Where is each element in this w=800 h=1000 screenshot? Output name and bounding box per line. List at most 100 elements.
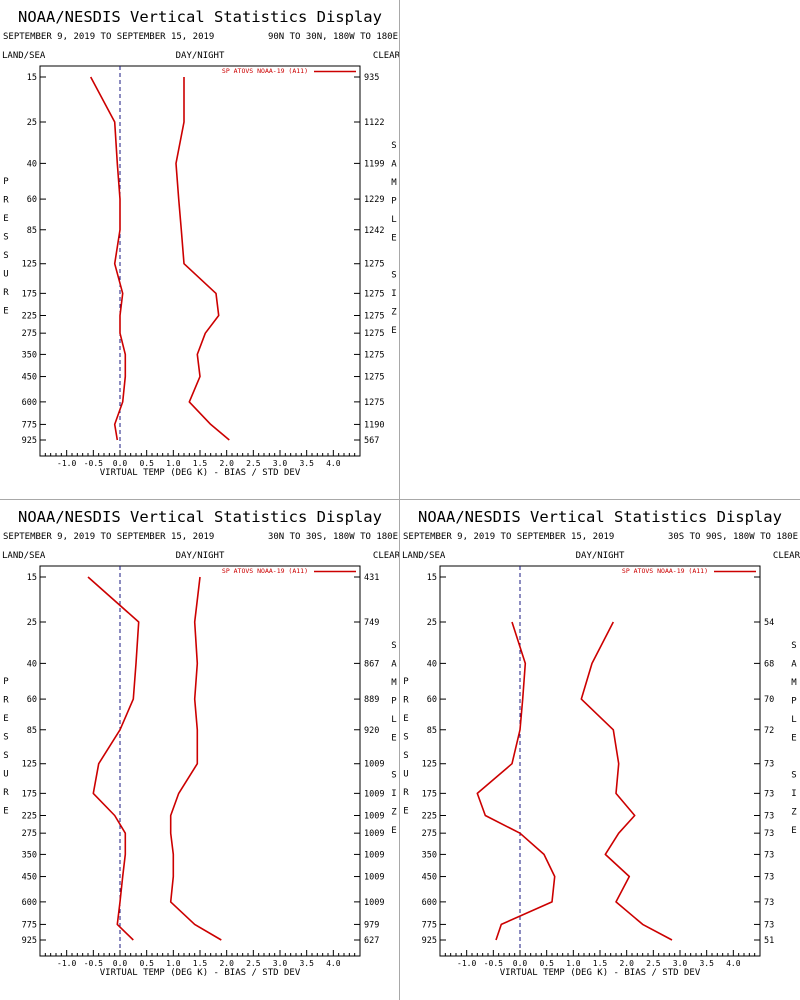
sample-axis-letter: S	[391, 771, 396, 781]
sample-axis-letter: M	[791, 678, 797, 688]
panel-nh: NOAA/NESDIS Vertical Statistics Display S…	[0, 0, 400, 500]
date-range: SEPTEMBER 9, 2019 TO SEPTEMBER 15, 2019	[403, 532, 614, 542]
panel-trop: NOAA/NESDIS Vertical Statistics Display S…	[0, 500, 400, 1000]
x-tick-label: 0.5	[139, 459, 154, 468]
x-tick-label: 3.5	[699, 959, 714, 968]
pressure-tick-label: 775	[22, 920, 37, 930]
vertical-divider	[399, 0, 400, 1000]
pressure-axis-letter: R	[403, 788, 409, 798]
pressure-axis-letter: U	[3, 770, 8, 780]
pressure-axis-letter: R	[3, 788, 9, 798]
pressure-tick-label: 25	[427, 618, 437, 628]
x-axis-title: VIRTUAL TEMP (DEG K) - BIAS / STD DEV	[100, 968, 301, 978]
horizontal-divider	[0, 499, 800, 500]
pressure-tick-label: 85	[27, 726, 37, 736]
sample-size-label: 1009	[364, 829, 384, 839]
pressure-tick-label: 925	[22, 436, 37, 446]
pressure-tick-label: 450	[22, 373, 37, 383]
plot-frame	[439, 565, 761, 957]
sample-axis-letter: S	[391, 141, 396, 151]
x-axis-title: VIRTUAL TEMP (DEG K) - BIAS / STD DEV	[500, 968, 701, 978]
pressure-tick-label: 40	[427, 659, 437, 669]
sample-size-label: 72	[764, 726, 774, 736]
sample-axis-letter: S	[391, 641, 396, 651]
sample-axis-letter: M	[391, 178, 397, 188]
series-line-bias	[476, 621, 556, 941]
sample-axis-letter: I	[391, 789, 396, 799]
sample-axis-letter: L	[391, 715, 396, 725]
sample-axis-letter: I	[791, 789, 796, 799]
pressure-tick-label: 450	[22, 873, 37, 883]
pressure-tick-label: 15	[27, 573, 37, 583]
x-axis-title: VIRTUAL TEMP (DEG K) - BIAS / STD DEV	[100, 468, 301, 478]
sample-axis-letter: I	[391, 289, 396, 299]
x-tick-label: 3.0	[273, 459, 288, 468]
sample-axis-letter: A	[791, 660, 797, 670]
sample-size-label: 1009	[364, 873, 384, 883]
legend-label: SP ATOVS NOAA-19 (A11)	[222, 567, 308, 575]
pressure-tick-label: 60	[27, 695, 37, 705]
series-line-std_dev	[175, 77, 230, 441]
x-tick-label: 2.0	[219, 459, 234, 468]
pressure-tick-label: 25	[27, 618, 37, 628]
pressure-tick-label: 125	[22, 260, 37, 270]
clear-label: CLEAR	[373, 551, 400, 561]
pressure-axis-letter: U	[403, 770, 408, 780]
date-range: SEPTEMBER 9, 2019 TO SEPTEMBER 15, 2019	[3, 532, 214, 542]
sample-size-label: 1275	[364, 398, 384, 408]
chart-title: NOAA/NESDIS Vertical Statistics Display	[418, 508, 782, 526]
pressure-axis-letter: S	[403, 751, 408, 761]
sample-axis-letter: P	[391, 197, 397, 207]
pressure-tick-label: 175	[22, 789, 37, 799]
pressure-tick-label: 125	[22, 760, 37, 770]
sample-axis-letter: E	[791, 826, 796, 836]
pressure-tick-label: 275	[22, 829, 37, 839]
x-tick-label: -0.5	[84, 959, 103, 968]
sample-axis-letter: E	[391, 826, 396, 836]
sample-size-label: 1275	[364, 289, 384, 299]
pressure-tick-label: 225	[22, 311, 37, 321]
sample-size-label: 51	[764, 936, 774, 946]
sample-size-label: 1242	[364, 226, 384, 236]
sample-size-label: 1122	[364, 118, 384, 128]
x-tick-label: 1.5	[593, 959, 608, 968]
x-tick-label: -1.0	[457, 959, 476, 968]
date-range: SEPTEMBER 9, 2019 TO SEPTEMBER 15, 2019	[3, 32, 214, 42]
x-tick-label: 0.5	[139, 959, 154, 968]
sample-size-label: 1009	[364, 898, 384, 908]
pressure-axis-letter: R	[3, 696, 9, 706]
series-line-bias	[89, 76, 127, 441]
pressure-tick-label: 600	[22, 898, 37, 908]
pressure-axis-letter: R	[3, 196, 9, 206]
pressure-tick-label: 15	[27, 73, 37, 83]
sample-size-label: 627	[364, 936, 379, 946]
pressure-tick-label: 450	[422, 873, 437, 883]
sample-size-label: 1199	[364, 159, 384, 169]
sample-size-label: 935	[364, 73, 379, 83]
sample-axis-letter: P	[791, 697, 797, 707]
pressure-tick-label: 40	[27, 659, 37, 669]
day-night-label: DAY/NIGHT	[576, 551, 625, 561]
sample-size-label: 431	[364, 573, 379, 583]
sample-size-label: 567	[364, 436, 379, 446]
region-label: 30S TO 90S, 180W TO 180E	[668, 532, 798, 542]
sample-size-label: 1009	[364, 811, 384, 821]
sample-size-label: 1009	[364, 850, 384, 860]
pressure-axis-letter: E	[3, 807, 8, 817]
pressure-axis-letter: E	[403, 714, 408, 724]
pressure-tick-label: 925	[22, 936, 37, 946]
sample-axis-letter: L	[791, 715, 796, 725]
x-tick-label: 0.0	[113, 959, 128, 968]
pressure-axis-letter: P	[3, 677, 9, 687]
pressure-tick-label: 775	[22, 420, 37, 430]
sample-size-label: 889	[364, 695, 379, 705]
sample-size-label: 73	[764, 873, 774, 883]
sample-axis-letter: S	[791, 641, 796, 651]
pressure-axis-letter: R	[3, 288, 9, 298]
sample-size-label: 979	[364, 920, 379, 930]
legend-label: SP ATOVS NOAA-19 (A11)	[222, 67, 308, 75]
x-tick-label: 1.0	[166, 959, 181, 968]
sample-size-label: 73	[764, 850, 774, 860]
sample-axis-letter: Z	[391, 308, 397, 318]
series-line-std_dev	[580, 621, 673, 941]
